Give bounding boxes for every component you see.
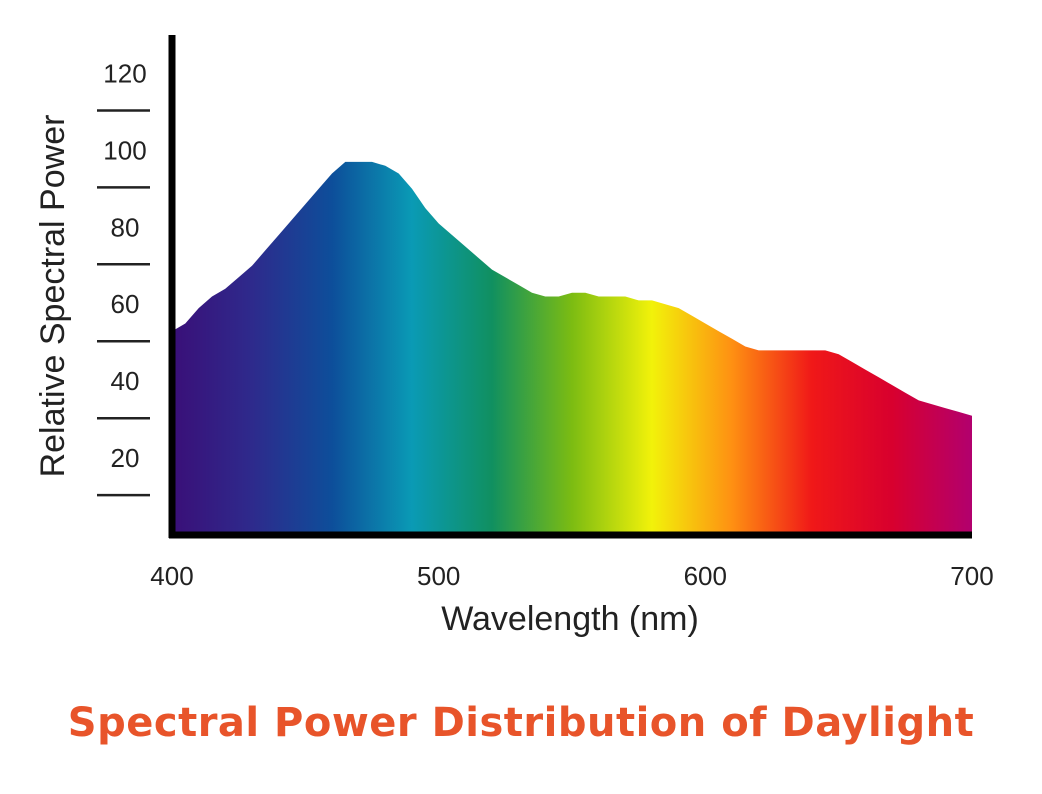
y-tick-label: 60 — [111, 289, 140, 319]
y-ticks: 20 40 60 80 100 120 — [97, 59, 150, 497]
plot-area — [172, 161, 972, 535]
y-axis-title: Relative Spectral Power — [34, 115, 72, 478]
spectral-power-chart: 20 40 60 80 100 120 400 500 600 700 Wavelength (… — [34, 35, 994, 638]
x-ticks: 400 500 600 700 — [150, 561, 993, 591]
x-tick-label: 500 — [417, 561, 460, 591]
x-axis-title: Wavelength (nm) — [441, 600, 699, 638]
y-tick-label: 40 — [111, 366, 140, 396]
y-tick-label: 120 — [103, 59, 146, 89]
y-tick-label: 100 — [103, 135, 146, 165]
spectral-power-area — [172, 161, 972, 535]
axes — [168, 35, 972, 539]
chart-caption: Spectral Power Distribution of Daylight — [67, 700, 975, 746]
x-tick-label: 600 — [684, 561, 727, 591]
x-tick-label: 400 — [150, 561, 193, 591]
y-tick-label: 80 — [111, 212, 140, 242]
y-tick-label: 20 — [111, 443, 140, 473]
x-tick-label: 700 — [950, 561, 993, 591]
